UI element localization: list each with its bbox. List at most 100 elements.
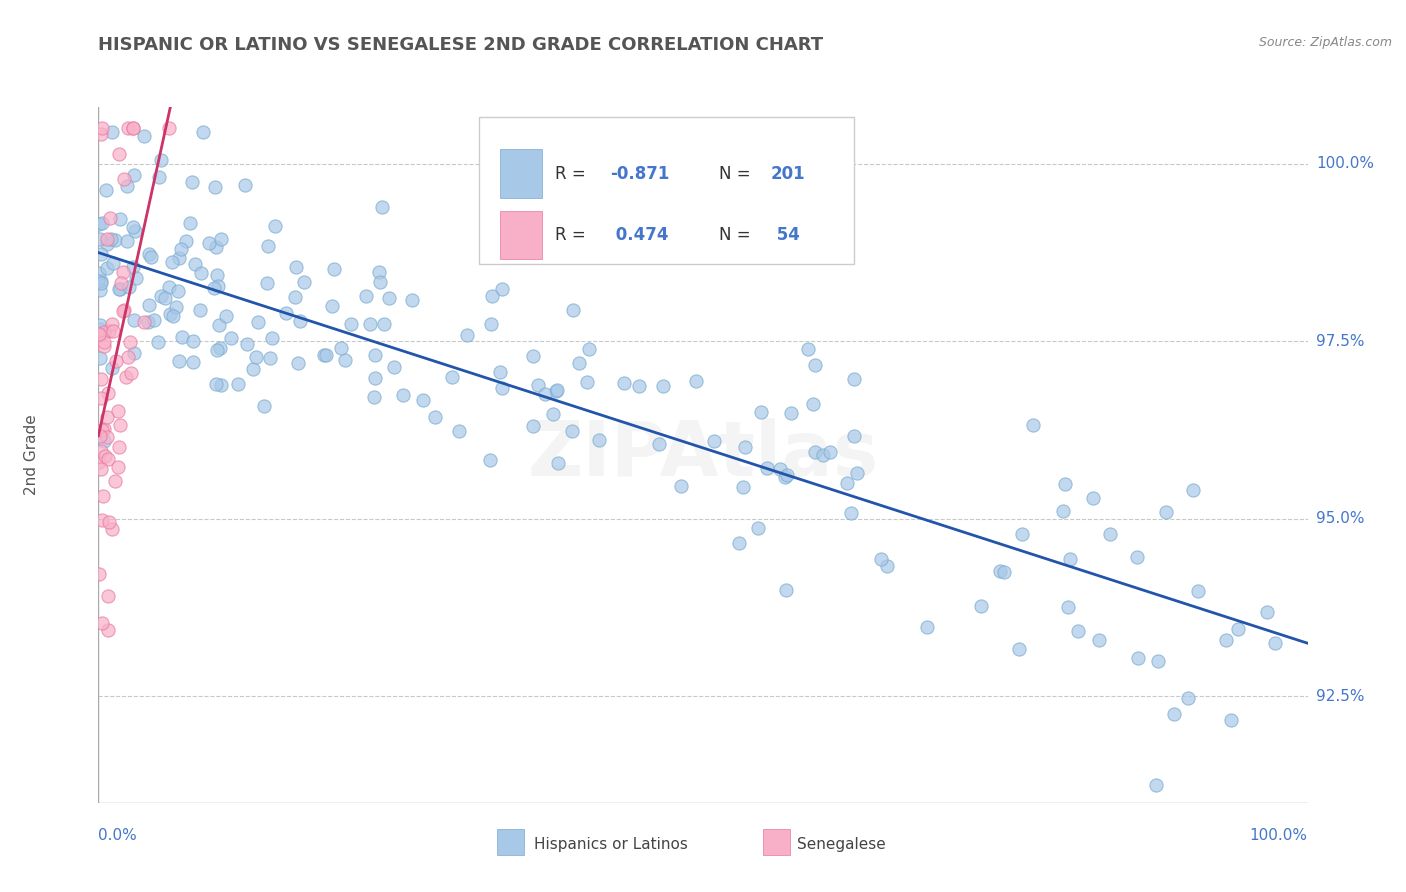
Point: [363, 348, 385, 362]
Point: [747, 521, 769, 535]
Point: [90, 444, 112, 458]
Point: [731, 480, 754, 494]
Point: [87, 326, 110, 341]
Point: [359, 317, 381, 331]
Point: [547, 456, 569, 470]
Point: [335, 353, 357, 368]
Point: [447, 424, 470, 438]
Point: [132, 315, 155, 329]
Point: [90, 127, 112, 141]
Point: [87, 327, 110, 342]
Point: [578, 342, 600, 356]
Point: [146, 334, 169, 349]
Point: [167, 354, 190, 368]
Point: [479, 452, 502, 467]
Point: [90, 616, 112, 631]
Point: [377, 291, 399, 305]
Point: [236, 337, 259, 351]
Point: [208, 341, 231, 355]
Point: [198, 235, 221, 250]
Point: [993, 565, 1015, 579]
Text: R =: R =: [555, 226, 592, 244]
Point: [138, 297, 160, 311]
Point: [749, 405, 772, 419]
Point: [292, 275, 315, 289]
Point: [170, 242, 193, 256]
Point: [756, 461, 779, 475]
Point: [181, 355, 204, 369]
Point: [124, 224, 146, 238]
Point: [96, 260, 118, 275]
Point: [727, 536, 749, 550]
Point: [613, 376, 636, 390]
Point: [367, 265, 389, 279]
Point: [818, 444, 841, 458]
Text: Source: ZipAtlas.com: Source: ZipAtlas.com: [1258, 36, 1392, 49]
Point: [110, 276, 132, 290]
Text: 100.0%: 100.0%: [1316, 156, 1374, 171]
Point: [226, 377, 249, 392]
Point: [159, 307, 181, 321]
Point: [869, 552, 891, 566]
Point: [368, 276, 391, 290]
Point: [204, 180, 226, 194]
Point: [371, 200, 394, 214]
Point: [534, 387, 557, 401]
Point: [122, 345, 145, 359]
Point: [685, 374, 707, 388]
Point: [401, 293, 423, 307]
Point: [204, 281, 226, 295]
Point: [107, 403, 129, 417]
Point: [90, 276, 112, 290]
Point: [90, 423, 112, 437]
Point: [122, 219, 145, 234]
Text: N =: N =: [718, 165, 755, 183]
Point: [136, 315, 159, 329]
Point: [114, 370, 136, 384]
Point: [1226, 622, 1249, 636]
Point: [93, 422, 115, 436]
Point: [96, 430, 118, 444]
Point: [373, 317, 395, 331]
Point: [285, 260, 308, 275]
Point: [287, 356, 309, 370]
Point: [842, 429, 865, 443]
Point: [219, 331, 242, 345]
Point: [562, 302, 585, 317]
Point: [132, 129, 155, 144]
Point: [274, 306, 297, 320]
Point: [207, 343, 229, 357]
Point: [112, 171, 135, 186]
Point: [125, 271, 148, 285]
Point: [804, 445, 827, 459]
Point: [157, 121, 180, 136]
Point: [190, 266, 212, 280]
Point: [773, 470, 796, 484]
Point: [111, 303, 134, 318]
Point: [568, 356, 591, 370]
Point: [97, 589, 120, 603]
Point: [479, 317, 502, 331]
Point: [312, 348, 335, 362]
Point: [112, 265, 135, 279]
Point: [108, 147, 131, 161]
Point: [150, 153, 173, 167]
Point: [104, 233, 127, 247]
Point: [122, 168, 145, 182]
Point: [121, 121, 143, 136]
Point: [1053, 477, 1076, 491]
Point: [94, 183, 117, 197]
Point: [115, 234, 138, 248]
Point: [527, 378, 550, 392]
Point: [288, 314, 311, 328]
Point: [423, 410, 446, 425]
Point: [208, 318, 231, 333]
Point: [1081, 491, 1104, 505]
Point: [215, 309, 238, 323]
Point: [97, 451, 120, 466]
Text: 100.0%: 100.0%: [1250, 828, 1308, 843]
Point: [988, 564, 1011, 578]
Text: 201: 201: [770, 165, 806, 183]
Point: [181, 175, 204, 189]
Point: [87, 217, 110, 231]
